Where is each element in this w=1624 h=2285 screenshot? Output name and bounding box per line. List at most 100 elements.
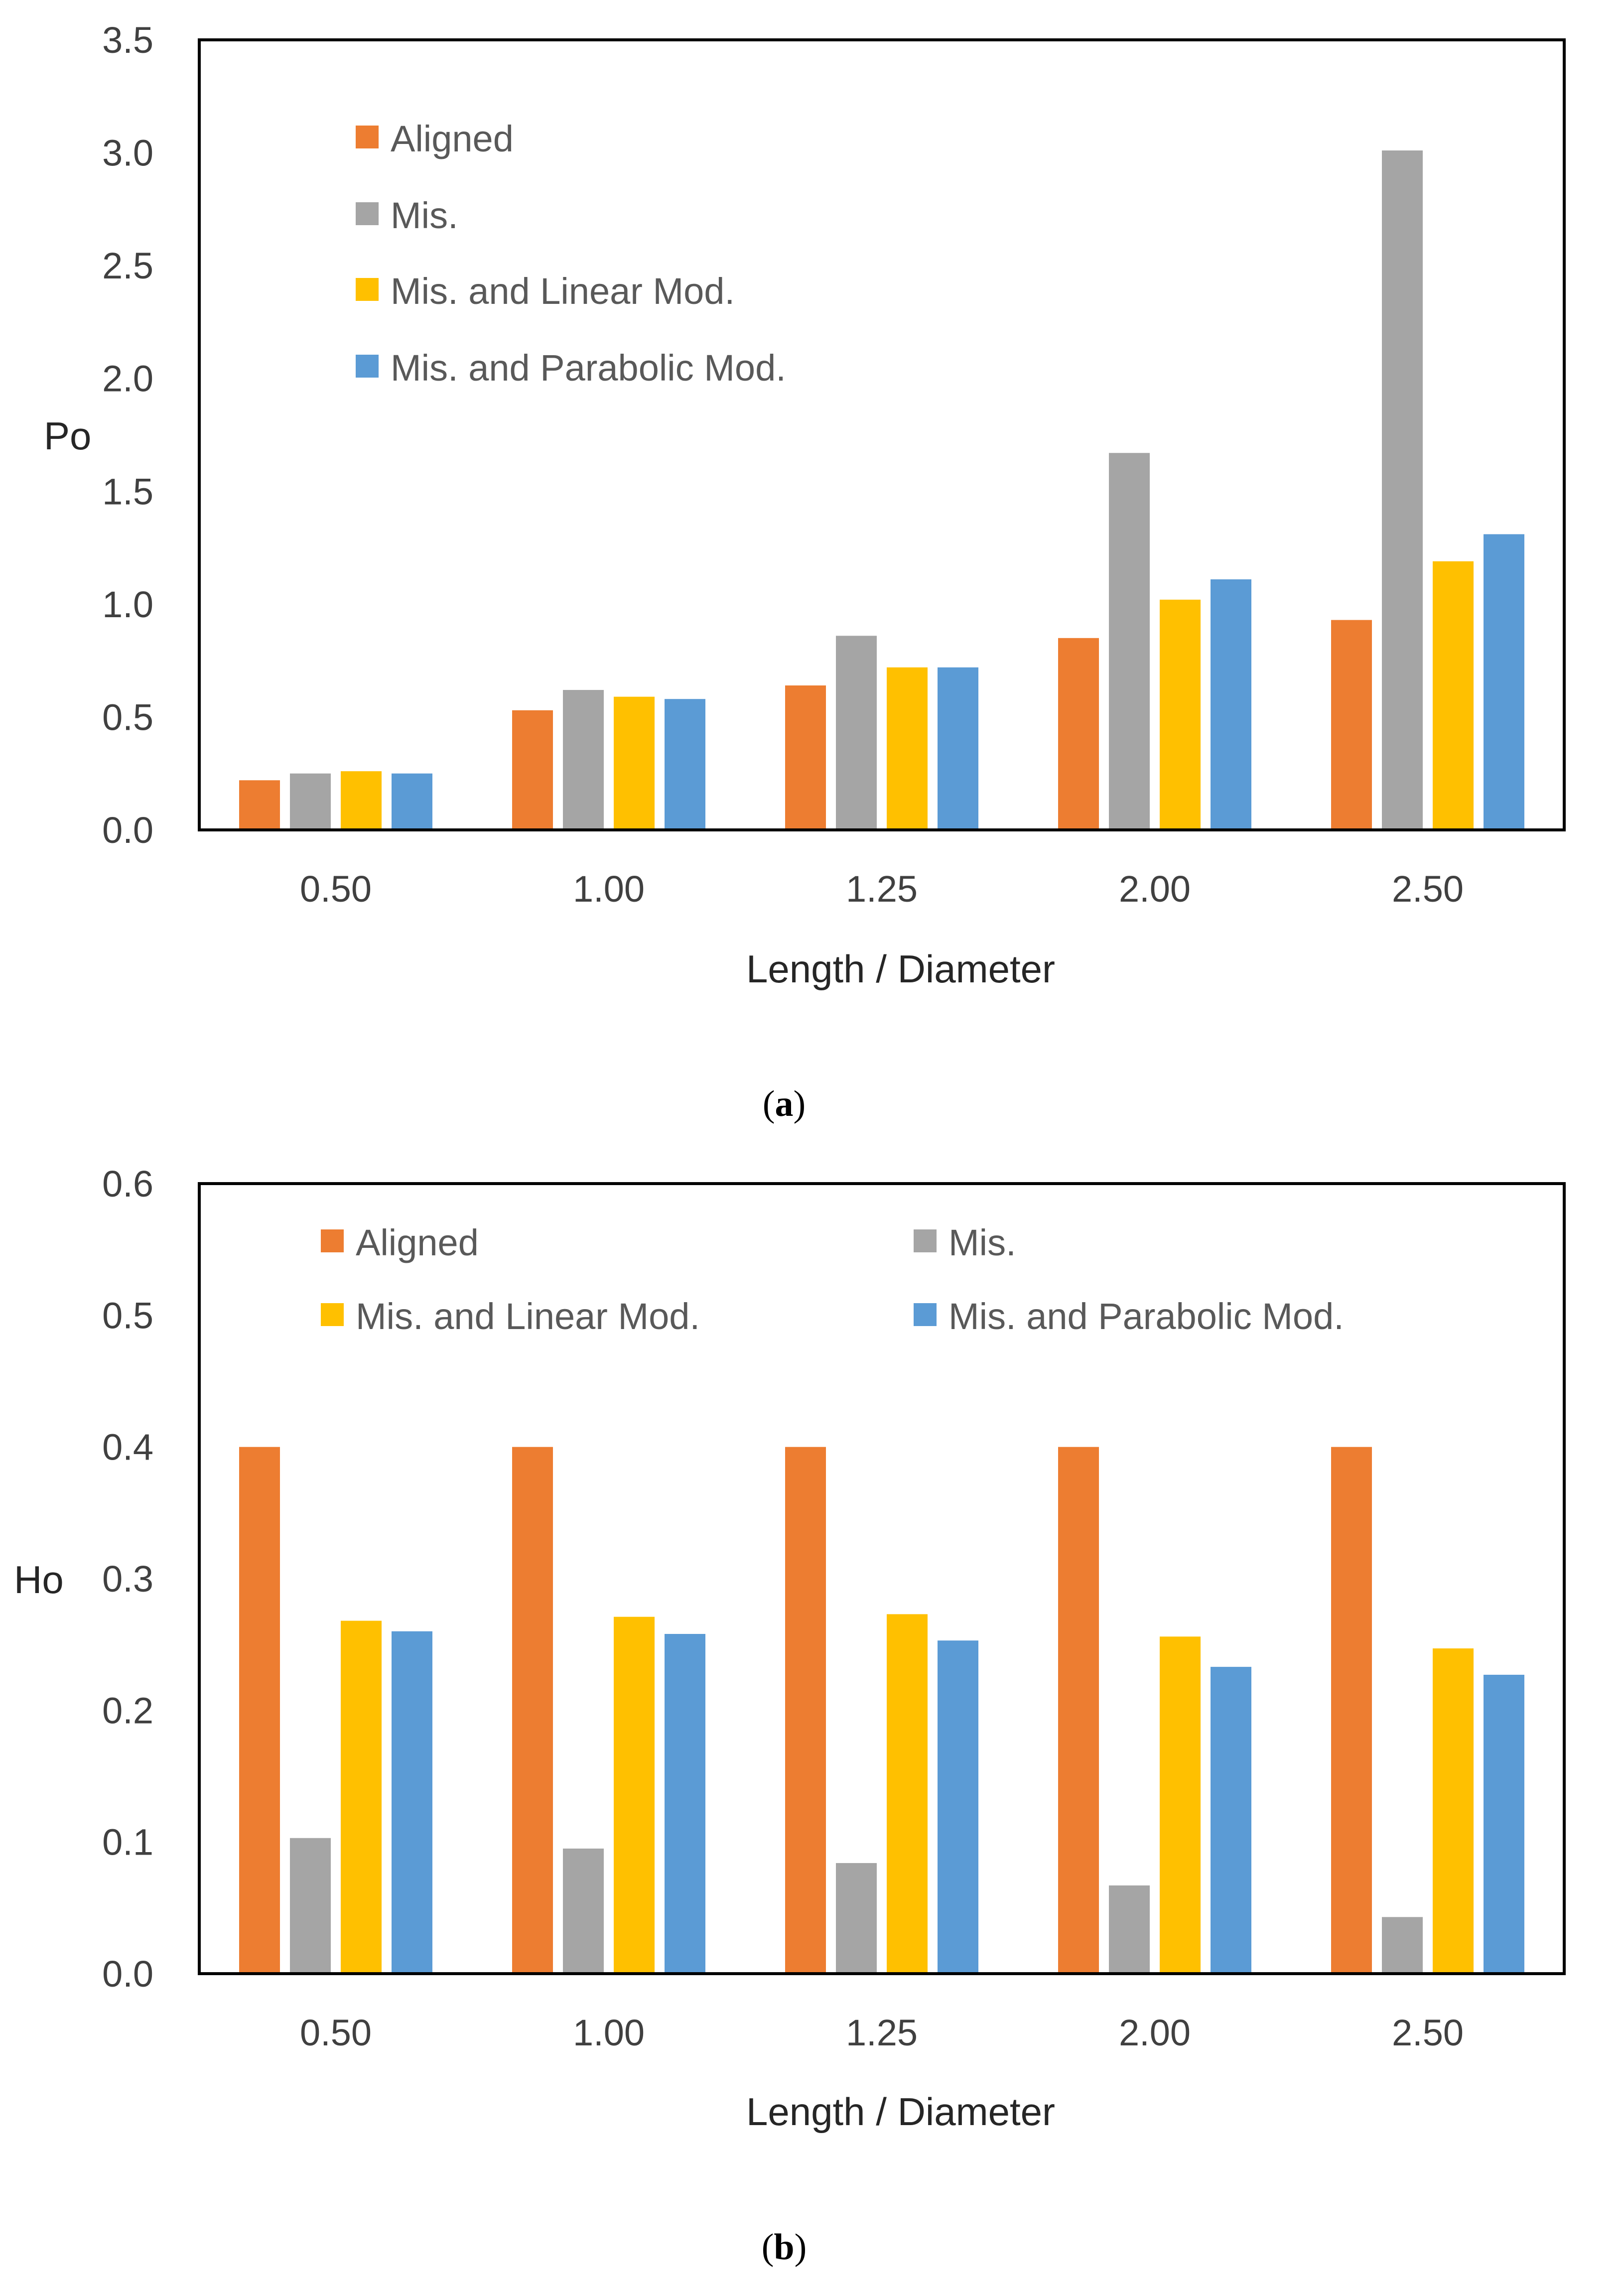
x-tick-label: 1.00 [573, 868, 645, 910]
bar-mis-0-50 [290, 773, 331, 830]
y-tick-label: 0.6 [102, 1163, 153, 1205]
bar-mis-and-linear-mod-1-25 [887, 1614, 928, 1974]
bar-mis-1-00 [563, 1848, 604, 1974]
chart-b-plot-area [198, 1182, 1566, 1975]
caption-b: (b) [762, 2227, 807, 2268]
y-tick-label: 0.0 [102, 809, 153, 851]
bar-aligned-1-25 [785, 685, 826, 830]
bar-aligned-2-00 [1058, 1447, 1099, 1974]
bar-mis-1-25 [836, 1863, 877, 1974]
bar-mis-and-parabolic-mod-1-00 [665, 699, 705, 830]
bar-mis-2-50 [1382, 1917, 1423, 1974]
legend-label-mis-linear: Mis. and Linear Mod. [356, 1296, 700, 1337]
legend-swatch-mis-parabolic [914, 1303, 937, 1326]
bar-aligned-2-00 [1058, 638, 1099, 830]
y-tick-label: 0.2 [102, 1690, 153, 1731]
chart-b-ylabel: Ho [14, 1558, 64, 1602]
bar-aligned-0-50 [239, 1447, 280, 1974]
x-tick-label: 2.00 [1119, 2012, 1191, 2053]
caption-a: (a) [763, 1083, 806, 1124]
chart-a-x-axis: 0.50 1.00 1.25 2.00 2.50 [300, 868, 1464, 910]
bar-aligned-1-00 [512, 1447, 553, 1974]
chart-a: 0.0 0.5 1.0 1.5 2.0 2.5 3.0 3.5 0.50 1.00 1.25 2.0… [44, 19, 1566, 1124]
bar-mis-and-parabolic-mod-1-00 [665, 1634, 705, 1974]
chart-a-ylabel: Po [44, 414, 91, 458]
chart-b-x-axis: 0.50 1.00 1.25 2.00 2.50 [300, 2012, 1464, 2053]
bar-mis-and-linear-mod-2-50 [1433, 561, 1474, 830]
bar-mis-and-linear-mod-0-50 [341, 1620, 382, 1974]
bar-mis-and-parabolic-mod-2-00 [1211, 579, 1251, 830]
bar-mis-and-parabolic-mod-2-50 [1484, 1674, 1524, 1974]
bar-mis-2-00 [1109, 1885, 1150, 1974]
legend-swatch-aligned [321, 1229, 344, 1252]
chart-a-bars [239, 150, 1524, 830]
chart-b-legend: Aligned Mis. Mis. and Linear Mod. Mis. a… [321, 1222, 1344, 1337]
bar-mis-and-linear-mod-2-50 [1433, 1648, 1474, 1974]
legend-swatch-mis-parabolic [356, 355, 379, 378]
legend-swatch-mis-linear [321, 1303, 344, 1326]
y-tick-label: 0.4 [102, 1427, 153, 1468]
legend-swatch-mis [356, 202, 379, 225]
y-tick-label: 0.5 [102, 1295, 153, 1336]
legend-label-aligned: Aligned [356, 1222, 479, 1263]
bar-aligned-1-00 [512, 710, 553, 830]
x-tick-label: 2.00 [1119, 868, 1191, 910]
bar-mis-and-parabolic-mod-2-00 [1211, 1667, 1251, 1974]
bar-mis-2-50 [1382, 150, 1423, 830]
bar-mis-and-linear-mod-2-00 [1160, 1636, 1201, 1974]
legend-label-aligned: Aligned [391, 118, 514, 159]
legend-swatch-mis-linear [356, 278, 379, 301]
x-tick-label: 1.25 [846, 2012, 918, 2053]
chart-b: 0.0 0.1 0.2 0.3 0.4 0.5 0.6 0.50 1.00 1.25 2.00 2.… [14, 1163, 1566, 2268]
chart-a-legend: Aligned Mis. Mis. and Linear Mod. Mis. a… [356, 118, 786, 389]
chart-b-y-axis: 0.0 0.1 0.2 0.3 0.4 0.5 0.6 [102, 1163, 153, 1995]
bar-aligned-2-50 [1331, 620, 1372, 830]
x-tick-label: 0.50 [300, 2012, 372, 2053]
bar-mis-and-linear-mod-1-25 [887, 667, 928, 830]
bar-mis-1-25 [836, 636, 877, 830]
bar-mis-and-linear-mod-1-00 [614, 1616, 655, 1974]
y-tick-label: 0.3 [102, 1558, 153, 1600]
bar-aligned-0-50 [239, 780, 280, 830]
bar-mis-and-linear-mod-2-00 [1160, 599, 1201, 830]
x-tick-label: 2.50 [1392, 2012, 1464, 2053]
y-tick-label: 0.5 [102, 696, 153, 738]
chart-a-xlabel: Length / Diameter [746, 947, 1055, 991]
bar-mis-1-00 [563, 690, 604, 830]
bar-mis-and-parabolic-mod-0-50 [392, 1631, 432, 1974]
chart-b-bars [239, 1447, 1524, 1974]
bar-aligned-1-25 [785, 1447, 826, 1974]
legend-swatch-aligned [356, 126, 379, 148]
bar-mis-and-parabolic-mod-2-50 [1484, 534, 1524, 830]
bar-mis-and-parabolic-mod-0-50 [392, 773, 432, 830]
legend-label-mis-linear: Mis. and Linear Mod. [391, 270, 735, 312]
bar-mis-0-50 [290, 1838, 331, 1974]
legend-label-mis: Mis. [391, 195, 458, 236]
chart-a-y-axis: 0.0 0.5 1.0 1.5 2.0 2.5 3.0 3.5 [102, 19, 153, 851]
y-tick-label: 3.0 [102, 133, 153, 174]
y-tick-label: 1.0 [102, 584, 153, 625]
x-tick-label: 0.50 [300, 868, 372, 910]
chart-a-plot-area [198, 38, 1566, 831]
y-tick-label: 0.0 [102, 1953, 153, 1995]
y-tick-label: 3.5 [102, 19, 153, 61]
bar-mis-and-parabolic-mod-1-25 [938, 667, 978, 830]
caption-a-open: ( [763, 1083, 775, 1124]
x-tick-label: 1.25 [846, 868, 918, 910]
legend-label-mis-parabolic: Mis. and Parabolic Mod. [391, 347, 786, 389]
caption-a-letter: a [775, 1083, 794, 1124]
legend-label-mis-parabolic: Mis. and Parabolic Mod. [948, 1296, 1344, 1337]
bar-mis-and-parabolic-mod-1-25 [938, 1640, 978, 1974]
y-tick-label: 2.5 [102, 245, 153, 286]
x-tick-label: 2.50 [1392, 868, 1464, 910]
legend-swatch-mis [914, 1229, 937, 1252]
caption-b-close: ) [795, 2227, 807, 2268]
bar-mis-2-00 [1109, 453, 1150, 830]
bar-aligned-2-50 [1331, 1447, 1372, 1974]
caption-b-letter: b [774, 2227, 794, 2268]
y-tick-label: 0.1 [102, 1822, 153, 1863]
bar-mis-and-linear-mod-1-00 [614, 696, 655, 830]
y-tick-label: 2.0 [102, 358, 153, 400]
caption-b-open: ( [762, 2227, 774, 2268]
caption-a-close: ) [794, 1083, 806, 1124]
